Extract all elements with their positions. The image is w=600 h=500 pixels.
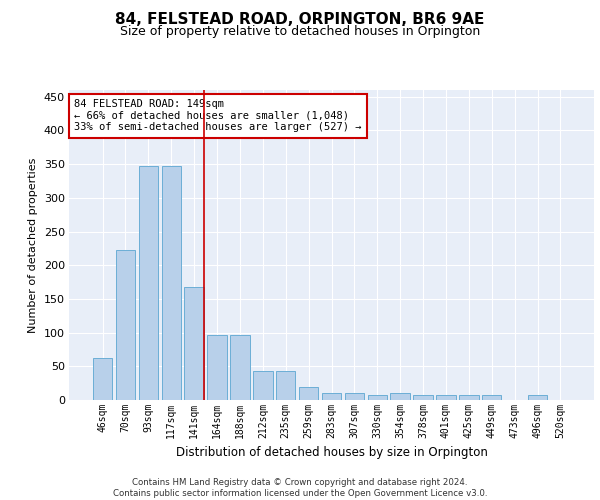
Bar	[322, 394, 341, 400]
Bar	[161, 166, 181, 400]
Bar	[413, 396, 433, 400]
Bar	[116, 250, 135, 400]
Bar	[482, 396, 502, 400]
Bar	[299, 386, 319, 400]
Bar	[528, 396, 547, 400]
Bar	[208, 334, 227, 400]
Bar	[93, 358, 112, 400]
Bar	[253, 371, 272, 400]
Text: 84, FELSTEAD ROAD, ORPINGTON, BR6 9AE: 84, FELSTEAD ROAD, ORPINGTON, BR6 9AE	[115, 12, 485, 28]
Text: 84 FELSTEAD ROAD: 149sqm
← 66% of detached houses are smaller (1,048)
33% of sem: 84 FELSTEAD ROAD: 149sqm ← 66% of detach…	[74, 100, 362, 132]
Bar	[368, 396, 387, 400]
Bar	[391, 394, 410, 400]
Bar	[344, 394, 364, 400]
Bar	[436, 396, 455, 400]
Y-axis label: Number of detached properties: Number of detached properties	[28, 158, 38, 332]
Text: Contains HM Land Registry data © Crown copyright and database right 2024.
Contai: Contains HM Land Registry data © Crown c…	[113, 478, 487, 498]
Bar	[230, 334, 250, 400]
Bar	[459, 396, 479, 400]
Text: Size of property relative to detached houses in Orpington: Size of property relative to detached ho…	[120, 25, 480, 38]
Bar	[276, 371, 295, 400]
X-axis label: Distribution of detached houses by size in Orpington: Distribution of detached houses by size …	[176, 446, 487, 460]
Bar	[139, 166, 158, 400]
Bar	[184, 287, 204, 400]
